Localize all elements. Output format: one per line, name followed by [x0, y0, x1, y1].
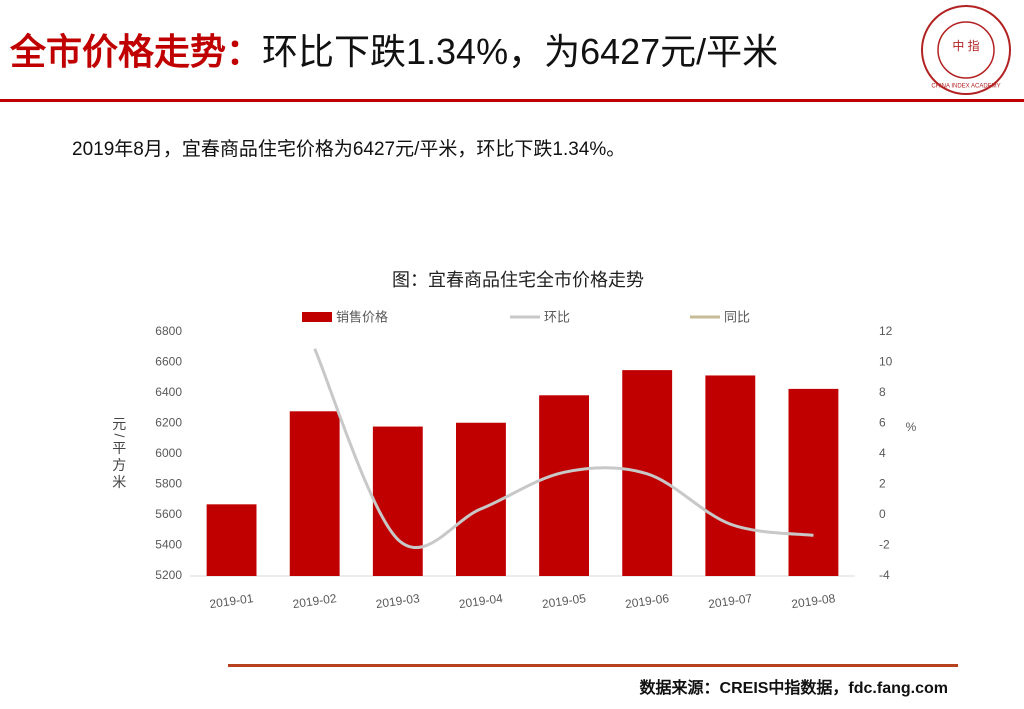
y-tick-label: 6200 — [155, 416, 182, 430]
bar — [705, 375, 756, 576]
logo-ring — [921, 5, 1011, 95]
y-tick-label: 5200 — [155, 568, 182, 582]
y2-tick-label: 8 — [879, 385, 886, 399]
logo-caption: CHINA INDEX ACADEMY — [931, 84, 1000, 90]
line — [313, 348, 814, 549]
x-tick-label: 2019-08 — [791, 591, 837, 611]
y-tick-label: 6600 — [155, 355, 182, 369]
y-tick-label: 6400 — [155, 385, 182, 399]
bar — [539, 395, 589, 576]
legend-label: 销售价格 — [336, 309, 388, 324]
plot: 5200 5400 5600 5800 6000 6200 6400 6600 6800 -4 -2… — [155, 309, 892, 611]
y-tick-label: 5400 — [155, 538, 182, 552]
y2-tick-label: 4 — [879, 446, 886, 460]
y-tick-label: 6800 — [155, 324, 182, 338]
slide-title: 全市价格走势：环比下跌1.34%，为6427元/平米 — [9, 31, 778, 72]
y2-tick-label: 12 — [879, 324, 893, 338]
x-tick-label: 2019-07 — [707, 591, 753, 611]
y-tick-label: 5600 — [155, 507, 182, 521]
x-tick-label: 2019-01 — [209, 591, 255, 611]
x-tick-label: 2019-03 — [375, 591, 421, 611]
summary: 2019年8月，宜春商品住宅价格为6427元/平米，环比下跌1.34%。 — [72, 138, 625, 160]
x-tick-label: 2019-06 — [624, 591, 670, 611]
chart-title: 图：宜春商品住宅全市价格走势 — [392, 270, 644, 290]
header-rule — [0, 99, 1024, 102]
logo-text: 中 指 — [952, 38, 979, 53]
y-tick-label: 5800 — [155, 477, 182, 491]
bar — [456, 422, 506, 576]
y2-tick-label: 2 — [879, 477, 886, 491]
bar — [372, 426, 423, 576]
x-tick-label: 2019-04 — [458, 591, 504, 611]
bar — [788, 388, 839, 576]
bar — [206, 504, 257, 576]
y2-tick-label: 6 — [879, 416, 886, 430]
y2-tick-label: 10 — [879, 355, 893, 369]
legend-label: 同比 — [724, 309, 750, 324]
logo: 中 指 CHINA INDEX ACADEMY — [921, 5, 1011, 95]
y2-tick-label: -4 — [879, 568, 890, 582]
x-tick-label: 2019-05 — [541, 591, 587, 611]
footer-rule — [228, 664, 958, 667]
y-tick-label: 6000 — [155, 446, 182, 460]
x-tick-label: 2019-02 — [292, 591, 338, 611]
title-rest: 环比下跌1.34%，为6427元/平米 — [262, 31, 778, 72]
y2-axis-label: % — [906, 420, 917, 434]
y-axis-label: 元/平方米 — [111, 417, 127, 492]
y2-tick-label: 0 — [879, 507, 886, 521]
legend-label: 环比 — [544, 309, 570, 324]
bar — [289, 411, 340, 576]
legend-swatch — [302, 312, 332, 322]
y2-tick-label: -2 — [879, 538, 890, 552]
logo-inner — [937, 21, 995, 79]
source: 数据来源：CREIS中指数据，fdc.fang.com — [640, 678, 948, 697]
title-highlight: 全市价格走势： — [9, 31, 262, 72]
